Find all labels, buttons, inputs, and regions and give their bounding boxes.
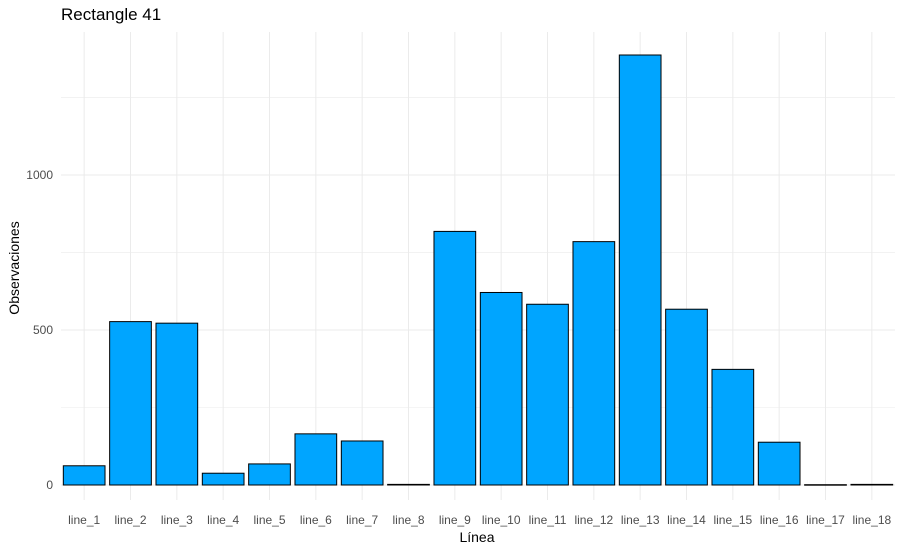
bar-line_4 <box>201 472 245 486</box>
bar-line_3 <box>155 322 199 486</box>
x-tick-label: line_1 <box>68 513 100 527</box>
bar-line_11 <box>526 303 569 486</box>
x-tick-label: line_15 <box>713 513 752 527</box>
x-tick-label: line_10 <box>482 513 521 527</box>
x-axis-ticks: line_1 line_2 line_3 line_4 line_5 line_6 line… <box>68 513 891 527</box>
bar-line_10 <box>479 291 523 486</box>
bar-line_7 <box>340 440 384 486</box>
x-axis-title: Línea <box>459 529 494 545</box>
x-tick-label: line_3 <box>161 513 193 527</box>
y-axis-title: Observaciones <box>6 221 22 314</box>
x-tick-label: line_18 <box>852 513 891 527</box>
x-tick-label: line_11 <box>529 513 567 527</box>
bar-line_17 <box>804 484 847 486</box>
y-tick-label: 500 <box>33 323 53 337</box>
bar-line_12 <box>572 241 616 486</box>
bar-line_14 <box>665 308 708 486</box>
x-tick-label: line_7 <box>346 513 378 527</box>
x-tick-label: line_6 <box>300 513 332 527</box>
bar-line_8 <box>387 483 430 486</box>
bar-line_1 <box>62 465 106 486</box>
bar-line_9 <box>433 230 477 486</box>
y-tick-label: 1000 <box>26 168 53 182</box>
bar-line_13 <box>618 54 662 486</box>
bar-line_15 <box>711 368 755 486</box>
bar-line_16 <box>757 441 801 486</box>
y-axis-ticks: 0 500 1000 <box>26 168 53 492</box>
x-tick-label: line_2 <box>114 513 146 527</box>
x-tick-label: line_13 <box>621 513 660 527</box>
x-tick-label: line_14 <box>667 513 706 527</box>
x-tick-label: line_16 <box>760 513 799 527</box>
bars <box>62 54 894 486</box>
x-tick-label: line_12 <box>574 513 613 527</box>
x-tick-label: line_9 <box>439 513 471 527</box>
x-tick-label: line_17 <box>806 513 845 527</box>
y-tick-label: 0 <box>46 478 53 492</box>
x-tick-label: line_4 <box>207 513 239 527</box>
x-tick-label: line_5 <box>253 513 285 527</box>
bar-line_6 <box>294 433 338 486</box>
chart-title: Rectangle 41 <box>61 5 162 24</box>
bar-line_2 <box>109 321 152 486</box>
bar-line_5 <box>248 463 291 486</box>
x-tick-label: line_8 <box>392 513 424 527</box>
bar-line_18 <box>850 483 894 486</box>
